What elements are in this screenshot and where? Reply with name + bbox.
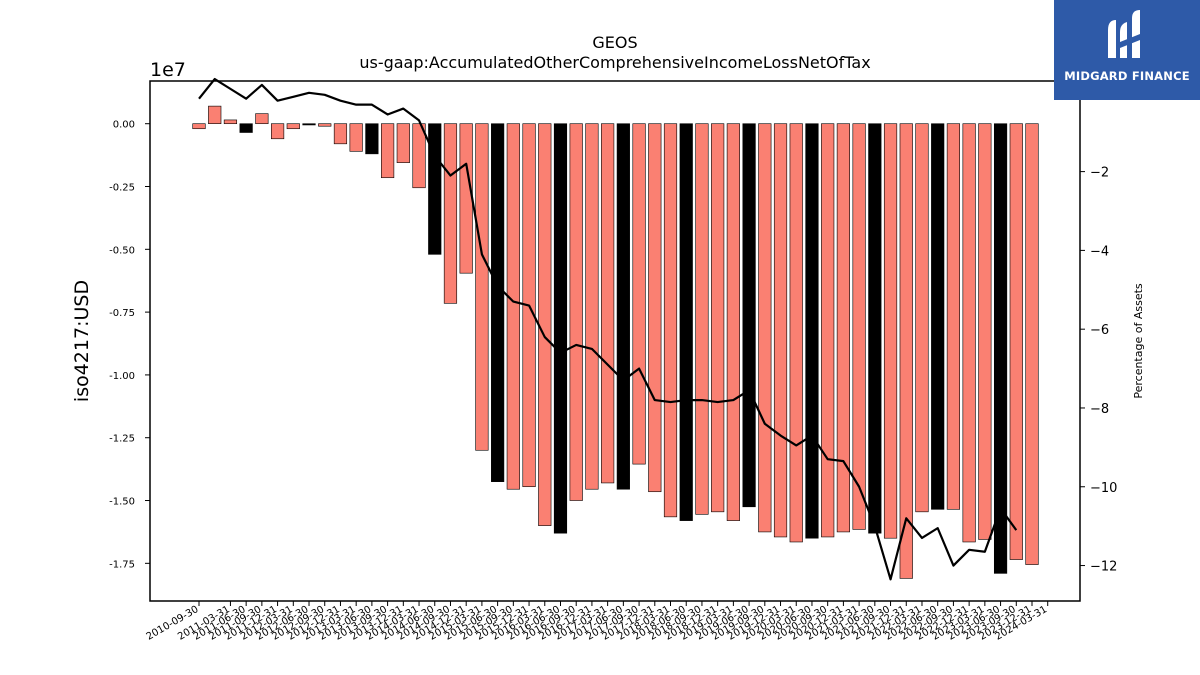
bar bbox=[726, 123, 740, 521]
bar bbox=[789, 123, 803, 543]
percentage-line-path bbox=[198, 77, 1018, 581]
y-tick-label: -1.25 bbox=[109, 434, 135, 445]
bar bbox=[333, 123, 348, 145]
bar bbox=[459, 123, 473, 274]
bar bbox=[349, 123, 363, 152]
bar bbox=[1009, 123, 1023, 560]
bar bbox=[270, 123, 285, 140]
bar bbox=[632, 123, 646, 465]
bar bbox=[538, 123, 552, 526]
bar-group bbox=[192, 105, 1039, 579]
bar bbox=[208, 105, 222, 125]
bar bbox=[1025, 123, 1039, 565]
bar bbox=[239, 123, 253, 133]
y2-axis-label: Percentage of Assets bbox=[1132, 283, 1145, 399]
bar bbox=[428, 123, 442, 255]
bar bbox=[192, 123, 206, 130]
y-tick-label: -1.50 bbox=[109, 497, 135, 508]
bar bbox=[475, 123, 489, 451]
midgard-logo-icon bbox=[1108, 10, 1140, 58]
y-tick-label: -1.00 bbox=[109, 371, 135, 382]
bar bbox=[711, 123, 725, 513]
y2-tick-label: −2 bbox=[1090, 166, 1109, 181]
bar bbox=[931, 123, 945, 510]
bar bbox=[805, 123, 819, 539]
bar bbox=[695, 123, 709, 515]
chart-title: GEOS bbox=[592, 33, 637, 52]
bar bbox=[758, 123, 772, 533]
y-axis-ticks: 0.00 -0.25 -0.50 -0.75 -1.00 -1.25 -1.50 -1.75 bbox=[109, 120, 150, 570]
bar bbox=[601, 123, 615, 484]
bar bbox=[978, 123, 992, 540]
bar bbox=[616, 123, 630, 490]
bar bbox=[663, 123, 678, 518]
percentage-line bbox=[198, 77, 1018, 581]
y2-tick-label: −8 bbox=[1090, 402, 1109, 417]
y-tick-label: -0.75 bbox=[109, 308, 135, 319]
brand-name: MIDGARD FINANCE bbox=[1064, 69, 1190, 83]
bar bbox=[302, 123, 316, 126]
bar bbox=[648, 123, 662, 493]
bar bbox=[223, 119, 238, 125]
bar bbox=[412, 123, 426, 189]
x-axis-ticks: 2010-09-302011-03-312011-06-302011-09-30… bbox=[145, 601, 1049, 643]
y-tick-label: -1.75 bbox=[109, 559, 135, 570]
bar bbox=[836, 123, 850, 533]
bar bbox=[899, 123, 913, 579]
y-offset-label: 1e7 bbox=[150, 59, 186, 81]
bar bbox=[506, 123, 520, 490]
bar bbox=[852, 123, 866, 530]
bar bbox=[821, 123, 835, 538]
bar bbox=[993, 123, 1008, 574]
y2-tick-label: −12 bbox=[1090, 560, 1117, 575]
y2-axis-ticks: 0−2−4−6−8−10−12 bbox=[1080, 87, 1117, 575]
bar bbox=[679, 123, 693, 521]
y-tick-label: 0.00 bbox=[113, 120, 135, 131]
bar bbox=[365, 123, 379, 155]
bar bbox=[868, 123, 882, 534]
bar bbox=[491, 123, 505, 482]
bar bbox=[318, 123, 332, 127]
y-tick-label: -0.25 bbox=[109, 183, 135, 194]
brand-logo: MIDGARD FINANCE bbox=[1054, 0, 1200, 100]
bar bbox=[255, 113, 269, 125]
y2-tick-label: −10 bbox=[1090, 481, 1117, 496]
bar bbox=[883, 123, 898, 539]
bar bbox=[962, 123, 976, 543]
y-axis-label: iso4217:USD bbox=[71, 280, 93, 402]
bar bbox=[443, 123, 458, 304]
bar bbox=[396, 123, 410, 163]
bar bbox=[286, 123, 300, 130]
bar bbox=[915, 123, 929, 513]
bar bbox=[553, 123, 568, 534]
bar bbox=[773, 123, 788, 538]
chart-subtitle: us-gaap:AccumulatedOtherComprehensiveInc… bbox=[359, 53, 870, 72]
bar bbox=[742, 123, 756, 508]
plot-frame bbox=[149, 80, 1081, 602]
bar bbox=[381, 123, 395, 179]
y-tick-label: -0.50 bbox=[109, 245, 135, 256]
bar bbox=[585, 123, 599, 490]
y2-tick-label: −4 bbox=[1090, 244, 1109, 259]
bar bbox=[569, 123, 583, 501]
bar bbox=[946, 123, 961, 510]
y2-tick-label: −6 bbox=[1090, 323, 1109, 338]
